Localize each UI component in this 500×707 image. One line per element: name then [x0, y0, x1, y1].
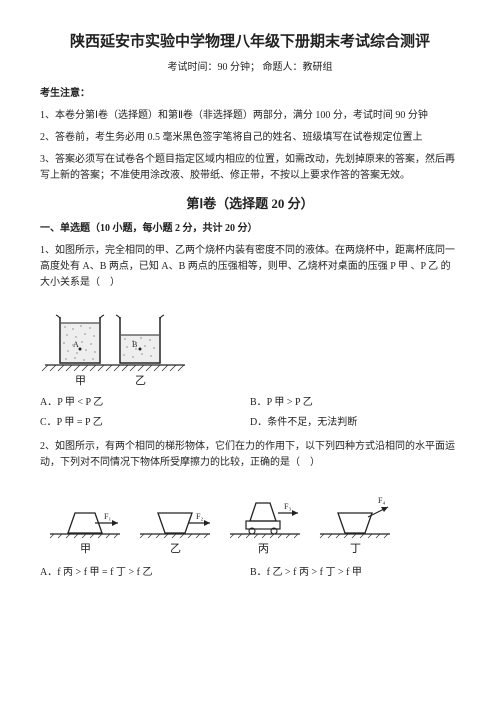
q2-options: A．f 丙 > f 甲 = f 丁 > f 乙 B．f 乙 > f 丙 > f … [40, 563, 460, 583]
q2-text: 2、如图所示，有两个相同的梯形物体，它们在力的作用下，以下列四种方式沿相同的水平… [40, 439, 460, 471]
q1-opt-b: B．P 甲 > P 乙 [250, 395, 460, 411]
q1-label-a: A [73, 340, 79, 349]
q2-f1: F₁ [104, 512, 111, 521]
q2-l3: 丙 [258, 543, 269, 555]
q1-label-right: 乙 [135, 374, 146, 387]
notice-header: 考生注意： [40, 86, 460, 102]
page-title: 陕西延安市实验中学物理八年级下册期末考试综合测评 [40, 30, 460, 54]
q1-figure: A B 甲 乙 [40, 299, 460, 389]
notice-1: 1、本卷分第Ⅰ卷（选择题）和第Ⅱ卷（非选择题）两部分，满分 100 分，考试时间… [40, 108, 460, 124]
q2-opt-b: B．f 乙 > f 丙 > f 丁 > f 甲 [250, 565, 460, 581]
q2-f4: F₄ [378, 496, 385, 505]
q2-l4: 丁 [350, 543, 361, 555]
q1-label-left: 甲 [75, 375, 86, 387]
q1-text: 1、如图所示，完全相同的甲、乙两个烧杯内装有密度不同的液体。在两烧杯中，距离杯底… [40, 243, 460, 291]
part1-header: 一、单选题（10 小题，每小题 2 分，共计 20 分） [40, 221, 460, 237]
section1-title: 第Ⅰ卷（选择题 20 分） [40, 194, 460, 215]
q2-l1: 甲 [80, 543, 91, 555]
notice-3: 3、答案必须写在试卷各个题目指定区域内相应的位置，如需改动，先划掉原来的答案，然… [40, 152, 460, 184]
q2-f2: F₂ [196, 512, 203, 521]
q2-opt-a: A．f 丙 > f 甲 = f 丁 > f 乙 [40, 565, 250, 581]
q1-options: A．P 甲 < P 乙 B．P 甲 > P 乙 C．P 甲 = P 乙 D．条件… [40, 393, 460, 433]
q1-opt-c: C．P 甲 = P 乙 [40, 415, 250, 431]
q2-f3: F₃ [284, 502, 291, 511]
q2-figure: F₁ F₂ F₃ F₄ 甲 乙 丙 丁 [40, 479, 460, 559]
q1-opt-d: D．条件不足，无法判断 [250, 415, 460, 431]
exam-subtitle: 考试时间：90 分钟； 命题人：教研组 [40, 60, 460, 76]
q2-l2: 乙 [170, 542, 181, 555]
q1-opt-a: A．P 甲 < P 乙 [40, 395, 250, 411]
q1-label-b: B [132, 340, 137, 349]
notice-2: 2、答卷前，考生务必用 0.5 毫米黑色签字笔将自己的姓名、班级填写在试卷规定位… [40, 130, 460, 146]
